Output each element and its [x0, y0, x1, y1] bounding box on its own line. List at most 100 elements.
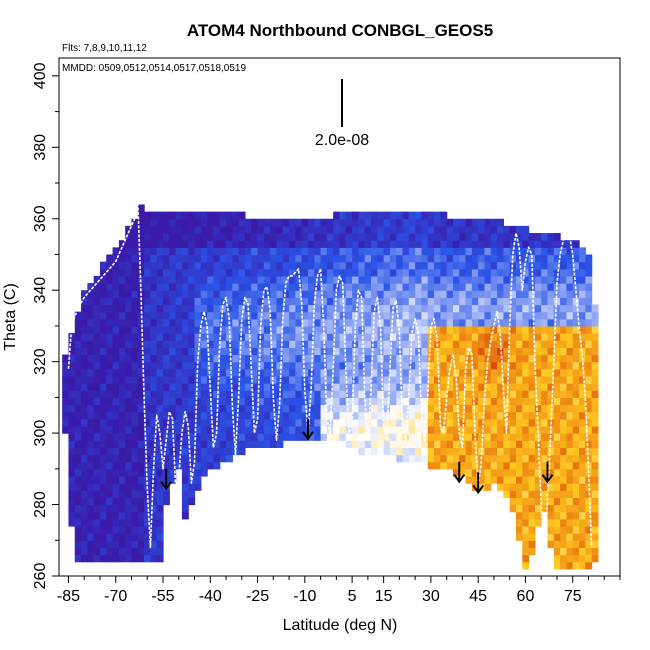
heatmap-cell: [295, 397, 303, 406]
heatmap-cell: [188, 247, 196, 256]
heatmap-cell: [270, 390, 278, 398]
heatmap-cell: [251, 347, 259, 356]
heatmap-cell: [534, 425, 542, 434]
heatmap-cell: [560, 561, 568, 570]
heatmap-cell: [106, 304, 114, 313]
heatmap-cell: [251, 240, 259, 248]
heatmap-cell: [591, 425, 599, 434]
heatmap-cell: [490, 325, 498, 334]
heatmap-cell: [396, 404, 404, 413]
heatmap-cell: [251, 333, 259, 341]
heatmap-cell: [490, 311, 498, 320]
heatmap-cell: [137, 483, 145, 491]
heatmap-cell: [93, 554, 101, 563]
heatmap-cell: [402, 418, 410, 427]
heatmap-cell: [415, 261, 423, 270]
heatmap-cell: [515, 311, 523, 320]
heatmap-cell: [333, 390, 341, 398]
heatmap-cell: [440, 333, 448, 341]
heatmap-cell: [408, 397, 416, 406]
heatmap-cell: [591, 411, 599, 420]
heatmap-cell: [112, 390, 120, 398]
heatmap-cell: [301, 347, 309, 356]
heatmap-cell: [434, 254, 441, 263]
heatmap-cell: [144, 433, 151, 441]
heatmap-cell: [207, 447, 215, 456]
heatmap-cell: [207, 361, 215, 370]
heatmap-cell: [446, 397, 454, 406]
heatmap-cell: [194, 211, 202, 220]
heatmap-cell: [371, 311, 378, 320]
heatmap-cell: [326, 247, 334, 256]
heatmap-cell: [181, 354, 189, 363]
heatmap-cell: [289, 283, 296, 291]
heatmap-cell: [371, 325, 378, 334]
heatmap-cell: [364, 390, 372, 398]
heatmap-cell: [566, 333, 574, 341]
heatmap-cell: [87, 418, 95, 427]
heatmap-cell: [352, 425, 360, 434]
heatmap-cell: [301, 325, 309, 334]
heatmap-cell: [93, 390, 101, 398]
heatmap-cell: [188, 290, 196, 298]
heatmap-cell: [572, 368, 580, 377]
heatmap-cell: [509, 368, 517, 377]
heatmap-cell: [352, 261, 360, 270]
heatmap-cell: [169, 361, 177, 370]
heatmap-cell: [560, 283, 568, 291]
heatmap-cell: [541, 461, 549, 470]
heatmap-cell: [490, 383, 498, 391]
heatmap-cell: [402, 290, 410, 298]
heatmap-cell: [181, 268, 189, 277]
heatmap-cell: [503, 283, 511, 291]
heatmap-cell: [326, 304, 334, 313]
heatmap-cell: [547, 297, 555, 306]
heatmap-cell: [528, 240, 536, 248]
heatmap-cell: [541, 468, 549, 477]
heatmap-cell: [188, 211, 196, 220]
heatmap-cell: [484, 275, 492, 284]
heatmap-cell: [282, 254, 290, 263]
heatmap-cell: [156, 418, 164, 427]
heatmap-cell: [156, 218, 164, 227]
heatmap-cell: [371, 390, 378, 398]
heatmap-cell: [263, 297, 271, 306]
heatmap-cell: [434, 418, 441, 427]
heatmap-cell: [169, 247, 177, 256]
heatmap-cell: [421, 375, 429, 384]
heatmap-cell: [263, 333, 271, 341]
heatmap-cell: [282, 433, 290, 441]
heatmap-cell: [207, 354, 215, 363]
heatmap-cell: [137, 383, 145, 391]
heatmap-cell: [352, 240, 360, 248]
heatmap-cell: [465, 454, 473, 463]
heatmap-cell: [440, 347, 448, 356]
heatmap-cell: [188, 254, 196, 263]
heatmap-cell: [181, 483, 189, 491]
heatmap-cell: [213, 333, 221, 341]
heatmap-cell: [345, 433, 353, 441]
heatmap-cell: [301, 425, 309, 434]
heatmap-cell: [125, 318, 133, 327]
heatmap-cell: [118, 397, 126, 406]
heatmap-cell: [219, 290, 227, 298]
heatmap-cell: [459, 225, 467, 234]
heatmap-cell: [238, 447, 246, 456]
heatmap-cell: [131, 425, 139, 434]
heatmap-cell: [371, 418, 378, 427]
heatmap-cell: [87, 447, 95, 456]
heatmap-cell: [112, 554, 120, 563]
heatmap-cell: [427, 418, 435, 427]
heatmap-cell: [188, 425, 196, 434]
heatmap-cell: [478, 318, 486, 327]
heatmap-cell: [137, 554, 145, 563]
heatmap-cell: [99, 383, 107, 391]
heatmap-cell: [383, 368, 391, 377]
heatmap-cell: [169, 311, 177, 320]
arrow-markers: [160, 418, 554, 495]
heatmap-cell: [156, 225, 164, 234]
heatmap-cell: [106, 411, 114, 420]
heatmap-cell: [181, 275, 189, 284]
heatmap-cell: [471, 318, 479, 327]
heatmap-cell: [301, 233, 309, 241]
